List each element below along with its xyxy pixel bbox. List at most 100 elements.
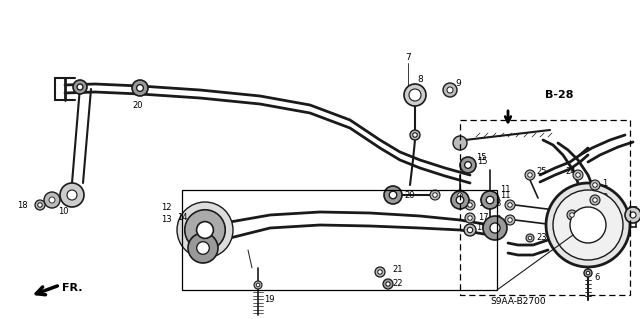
Circle shape — [486, 196, 494, 204]
Circle shape — [38, 203, 42, 207]
Circle shape — [590, 180, 600, 190]
Circle shape — [60, 183, 84, 207]
Text: 22: 22 — [392, 278, 403, 287]
Circle shape — [625, 207, 640, 223]
Text: 25: 25 — [536, 167, 547, 176]
Circle shape — [196, 242, 209, 254]
Text: 19: 19 — [264, 295, 275, 305]
Circle shape — [573, 170, 583, 180]
Bar — [460, 120, 630, 295]
Circle shape — [77, 84, 83, 90]
Text: 13: 13 — [161, 216, 172, 225]
Circle shape — [525, 170, 535, 180]
Text: 12: 12 — [161, 204, 172, 212]
Circle shape — [464, 224, 476, 236]
Circle shape — [468, 203, 472, 207]
Circle shape — [590, 195, 600, 205]
Text: 17: 17 — [478, 213, 488, 222]
Circle shape — [49, 197, 55, 203]
Circle shape — [553, 190, 623, 260]
Circle shape — [132, 80, 148, 96]
Circle shape — [505, 215, 515, 225]
Text: 21: 21 — [392, 265, 403, 275]
Circle shape — [465, 200, 475, 210]
Circle shape — [451, 191, 469, 209]
Circle shape — [570, 213, 574, 217]
Circle shape — [413, 133, 417, 137]
Text: 3: 3 — [495, 216, 500, 225]
Text: 1: 1 — [602, 179, 607, 188]
Circle shape — [593, 198, 597, 202]
Text: 11: 11 — [500, 190, 511, 199]
Circle shape — [528, 236, 532, 240]
Circle shape — [546, 183, 630, 267]
Text: 2: 2 — [602, 194, 607, 203]
Circle shape — [490, 223, 500, 233]
Circle shape — [73, 80, 87, 94]
Circle shape — [465, 213, 475, 223]
Circle shape — [196, 222, 213, 238]
Text: 16: 16 — [478, 199, 488, 209]
Circle shape — [505, 200, 515, 210]
Circle shape — [67, 190, 77, 200]
Text: 6: 6 — [594, 272, 600, 281]
Text: 9: 9 — [455, 79, 461, 88]
Text: 14: 14 — [177, 213, 188, 222]
Text: 24: 24 — [558, 211, 568, 219]
Circle shape — [508, 218, 512, 222]
Circle shape — [455, 190, 465, 200]
Circle shape — [404, 84, 426, 106]
Text: B-28: B-28 — [545, 90, 573, 100]
Circle shape — [35, 200, 45, 210]
Circle shape — [528, 173, 532, 177]
Text: 18: 18 — [17, 201, 28, 210]
Circle shape — [508, 203, 512, 207]
Circle shape — [185, 210, 225, 250]
Circle shape — [389, 191, 397, 199]
Text: 15: 15 — [476, 152, 486, 161]
Circle shape — [383, 279, 393, 289]
Circle shape — [447, 87, 453, 93]
Circle shape — [465, 162, 471, 168]
Text: 20: 20 — [132, 100, 143, 109]
Circle shape — [386, 282, 390, 286]
Circle shape — [375, 267, 385, 277]
Text: 23: 23 — [536, 233, 547, 241]
Circle shape — [586, 271, 590, 275]
Circle shape — [456, 196, 464, 204]
Bar — [182, 190, 497, 290]
Circle shape — [567, 210, 577, 220]
Circle shape — [384, 186, 402, 204]
Circle shape — [378, 270, 382, 274]
Circle shape — [177, 202, 233, 258]
Circle shape — [430, 190, 440, 200]
Circle shape — [453, 136, 467, 150]
Circle shape — [433, 193, 437, 197]
Circle shape — [410, 130, 420, 140]
Text: 11: 11 — [500, 186, 511, 195]
Text: 3: 3 — [495, 199, 500, 209]
Text: 8: 8 — [417, 76, 423, 85]
Circle shape — [468, 216, 472, 220]
Circle shape — [584, 269, 592, 277]
Text: 10: 10 — [58, 207, 68, 217]
Circle shape — [409, 89, 421, 101]
Circle shape — [526, 234, 534, 242]
Circle shape — [254, 281, 262, 289]
Circle shape — [467, 227, 473, 233]
Circle shape — [137, 85, 143, 91]
Text: 24: 24 — [565, 167, 575, 176]
Text: S9AA-B2700: S9AA-B2700 — [490, 298, 546, 307]
Circle shape — [481, 191, 499, 209]
Circle shape — [44, 192, 60, 208]
Circle shape — [576, 173, 580, 177]
Circle shape — [443, 83, 457, 97]
Circle shape — [570, 207, 606, 243]
Circle shape — [483, 216, 507, 240]
Circle shape — [256, 283, 260, 287]
Circle shape — [630, 212, 636, 218]
Circle shape — [593, 183, 597, 187]
Text: 7: 7 — [405, 53, 411, 62]
Text: 15: 15 — [477, 158, 488, 167]
Text: 20: 20 — [404, 190, 415, 199]
